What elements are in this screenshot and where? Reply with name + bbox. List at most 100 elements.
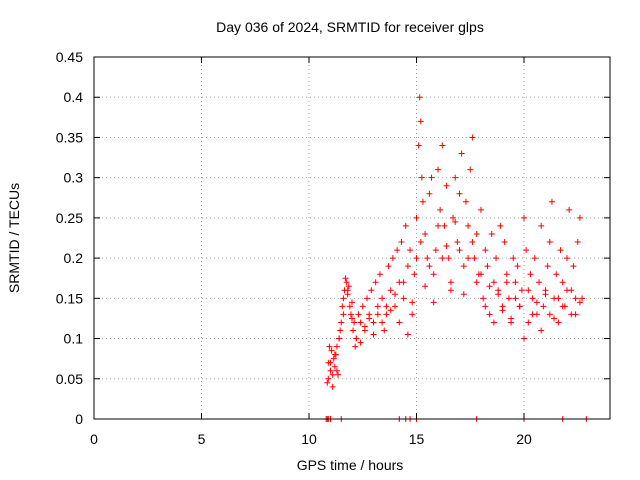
data-point: [460, 263, 467, 270]
data-point: [428, 174, 435, 181]
data-point: [394, 247, 401, 254]
data-point: [445, 255, 452, 262]
data-point: [439, 255, 446, 262]
data-point: [349, 299, 355, 306]
data-point: [555, 295, 562, 302]
data-point: [501, 239, 508, 246]
data-point: [324, 379, 331, 386]
data-point: [490, 279, 497, 286]
data-point: [525, 287, 532, 294]
data-point: [387, 287, 394, 294]
data-point: [576, 214, 583, 221]
data-point: [473, 279, 480, 286]
data-point: [339, 303, 346, 310]
data-point: [327, 359, 334, 366]
data-point: [402, 222, 409, 229]
data-point: [383, 311, 390, 318]
x-tick-label: 20: [516, 431, 532, 447]
data-point: [538, 222, 545, 229]
data-point: [351, 319, 358, 326]
data-point: [424, 255, 431, 262]
data-point: [413, 214, 420, 221]
data-point: [329, 371, 336, 378]
data-point: [359, 303, 366, 310]
data-point: [473, 230, 480, 237]
data-point: [347, 311, 354, 318]
axes: [93, 56, 611, 420]
data-point: [387, 307, 394, 314]
data-point: [544, 263, 551, 270]
data-point: [482, 303, 489, 310]
data-point: [379, 295, 386, 302]
data-point: [508, 315, 515, 322]
data-point: [329, 383, 336, 390]
data-point: [559, 279, 566, 286]
data-point: [370, 319, 377, 326]
y-tick-label: 0.45: [56, 49, 83, 65]
data-point: [383, 303, 390, 310]
data-point: [361, 323, 368, 330]
data-point: [566, 206, 573, 213]
data-point: [579, 295, 586, 302]
data-point: [441, 222, 448, 229]
data-point: [525, 319, 532, 326]
data-point: [564, 255, 570, 262]
data-point: [529, 311, 536, 318]
data-point: [335, 371, 342, 378]
data-point: [435, 166, 441, 173]
data-point: [536, 279, 543, 286]
data-point: [447, 287, 454, 294]
data-point: [374, 303, 381, 310]
data-point: [518, 287, 525, 294]
data-point: [443, 182, 450, 189]
data-point: [482, 247, 489, 254]
data-point: [404, 331, 411, 338]
data-point: [416, 94, 423, 101]
data-point: [419, 198, 426, 205]
data-point: [357, 339, 364, 346]
data-point: [338, 319, 345, 326]
data-point: [559, 303, 566, 310]
data-point: [404, 263, 411, 270]
data-point: [572, 295, 579, 302]
data-point: [409, 299, 416, 306]
data-point: [551, 315, 558, 322]
data-point: [555, 319, 562, 326]
data-point: [456, 247, 463, 254]
data-point: [396, 319, 403, 326]
data-point: [486, 283, 493, 290]
data-point: [392, 303, 398, 310]
data-point: [413, 255, 420, 262]
data-point: [452, 218, 459, 225]
data-point: [576, 299, 583, 306]
data-point: [490, 319, 497, 326]
data-point: [488, 230, 495, 237]
y-tick-label: 0: [75, 411, 83, 427]
data-point: [533, 299, 540, 306]
data-point: [357, 319, 364, 326]
data-point: [521, 335, 527, 342]
x-tick-label: 5: [198, 431, 206, 447]
data-point: [398, 239, 405, 246]
data-point: [574, 239, 581, 246]
data-point: [411, 271, 418, 278]
data-point: [345, 283, 352, 290]
data-point: [540, 303, 547, 310]
data-point: [430, 299, 437, 306]
x-tick-label: 15: [409, 431, 425, 447]
data-point: [523, 247, 530, 254]
data-point: [333, 367, 340, 374]
y-axis-label: SRMTID / TECUs: [6, 183, 22, 293]
data-point: [385, 263, 392, 270]
data-point: [478, 271, 484, 278]
data-point: [330, 355, 337, 362]
data-point: [465, 222, 472, 229]
y-tick-label: 0.1: [64, 331, 84, 347]
data-point: [343, 279, 350, 286]
y-tick-label: 0.35: [56, 129, 83, 145]
x-axis-ticks: 0 5 10 15 20: [90, 57, 532, 447]
data-point: [548, 198, 555, 205]
data-point: [379, 319, 386, 326]
y-tick-label: 0.3: [64, 170, 84, 186]
